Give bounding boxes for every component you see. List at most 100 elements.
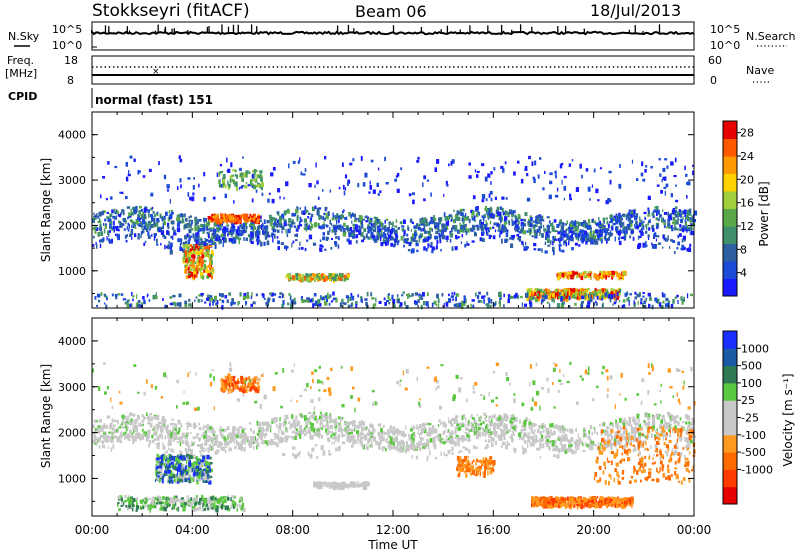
range-gate — [592, 218, 594, 221]
range-gate — [140, 231, 143, 235]
range-gate — [593, 294, 595, 300]
range-gate — [193, 271, 197, 275]
range-gate — [531, 161, 534, 166]
range-gate — [425, 221, 429, 227]
range-gate — [560, 296, 563, 301]
range-gate — [436, 222, 439, 228]
range-gate — [518, 220, 520, 225]
range-gate — [501, 238, 503, 244]
power-panel-frame — [91, 111, 695, 309]
range-gate — [602, 226, 606, 231]
range-gate — [681, 238, 684, 243]
range-gate — [640, 301, 643, 305]
range-gate — [369, 185, 372, 190]
range-gate — [270, 172, 274, 177]
range-gate — [617, 288, 619, 292]
range-gate — [258, 184, 261, 187]
range-gate — [208, 240, 211, 243]
range-gate — [218, 172, 220, 177]
range-gate — [615, 219, 619, 225]
range-gate — [434, 235, 436, 240]
range-gate — [489, 226, 492, 230]
range-gate — [688, 208, 692, 214]
range-gate — [404, 302, 406, 306]
range-gate — [637, 300, 639, 306]
range-gate — [504, 213, 507, 218]
range-gate — [593, 273, 597, 278]
range-gate — [396, 172, 400, 177]
range-gate — [346, 182, 349, 186]
range-gate — [263, 231, 266, 236]
range-gate — [410, 237, 412, 240]
range-gate — [129, 155, 133, 159]
range-gate — [318, 433, 321, 436]
range-gate — [589, 198, 591, 201]
range-gate — [549, 231, 552, 234]
range-gate — [392, 299, 396, 304]
range-gate — [201, 434, 203, 438]
range-gate — [172, 430, 174, 436]
range-gate — [562, 428, 565, 434]
range-gate — [604, 235, 607, 240]
range-gate — [244, 221, 247, 226]
range-gate — [242, 227, 246, 231]
range-gate — [684, 215, 689, 219]
range-gate — [386, 300, 389, 302]
range-gate — [426, 422, 429, 426]
range-gate — [443, 212, 446, 218]
range-gate — [311, 423, 314, 427]
range-gate — [602, 302, 604, 307]
range-gate — [573, 275, 575, 279]
range-gate — [606, 271, 610, 276]
range-gate — [243, 213, 245, 218]
range-gate — [229, 175, 233, 179]
range-gate — [577, 447, 580, 450]
range-gate — [255, 189, 258, 193]
range-gate — [198, 262, 202, 266]
range-gate — [503, 222, 506, 228]
range-gate — [136, 294, 138, 299]
range-gate — [197, 253, 200, 257]
range-gate — [577, 233, 581, 237]
range-gate — [100, 238, 104, 243]
range-gate — [584, 290, 587, 293]
range-gate — [164, 304, 168, 309]
range-gate — [468, 218, 471, 224]
range-gate — [383, 236, 386, 239]
range-gate — [593, 239, 596, 242]
range-gate — [515, 224, 518, 228]
range-gate — [692, 164, 695, 167]
range-gate — [640, 231, 644, 236]
range-gate — [600, 295, 602, 299]
range-gate — [286, 428, 289, 433]
range-gate — [453, 291, 456, 296]
range-gate — [336, 276, 338, 282]
range-gate — [220, 293, 224, 298]
range-gate — [394, 178, 397, 182]
range-gate — [282, 299, 285, 305]
range-gate — [589, 237, 592, 240]
range-gate — [480, 227, 484, 232]
range-gate — [290, 300, 294, 305]
range-gate — [551, 298, 555, 302]
range-gate — [677, 299, 679, 305]
range-gate — [501, 216, 503, 221]
range-gate — [465, 231, 468, 236]
range-gate — [608, 294, 611, 299]
range-gate — [215, 228, 217, 233]
range-gate — [312, 303, 315, 308]
range-gate — [347, 431, 351, 436]
range-gate — [598, 217, 600, 221]
range-gate — [560, 289, 563, 292]
range-gate — [540, 224, 543, 229]
range-gate — [563, 240, 565, 246]
range-gate — [662, 300, 665, 304]
range-gate — [232, 301, 236, 305]
range-gate — [99, 220, 102, 224]
range-gate — [288, 218, 292, 223]
range-gate — [428, 423, 432, 426]
range-gate — [309, 226, 312, 231]
range-gate — [160, 432, 163, 437]
range-gate — [367, 217, 370, 221]
range-gate — [216, 213, 219, 217]
